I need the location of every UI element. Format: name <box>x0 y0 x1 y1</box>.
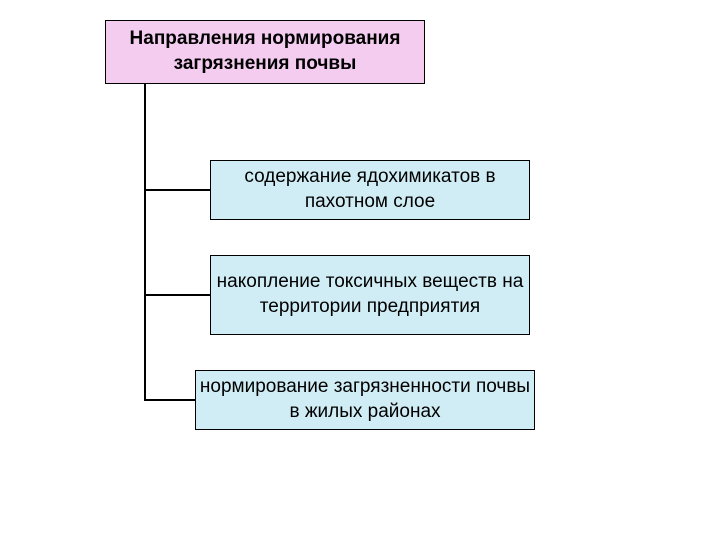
child-label-1: содержание ядохимикатов в пахотном слое <box>211 165 529 214</box>
header-label: Направления нормирования загрязнения поч… <box>106 27 424 76</box>
connector-trunk <box>144 84 146 400</box>
child-label-3: нормирование загрязненности почвы в жилы… <box>196 375 534 424</box>
child-node-1: содержание ядохимикатов в пахотном слое <box>210 160 530 220</box>
header-node: Направления нормирования загрязнения поч… <box>105 20 425 84</box>
child-node-2: накопление токсичных веществ на территор… <box>210 255 530 335</box>
child-label-2: накопление токсичных веществ на территор… <box>211 270 529 319</box>
connector-branch-3 <box>144 399 195 401</box>
connector-branch-2 <box>144 294 210 296</box>
connector-branch-1 <box>144 189 210 191</box>
child-node-3: нормирование загрязненности почвы в жилы… <box>195 370 535 430</box>
tree-diagram: Направления нормирования загрязнения поч… <box>0 0 720 540</box>
